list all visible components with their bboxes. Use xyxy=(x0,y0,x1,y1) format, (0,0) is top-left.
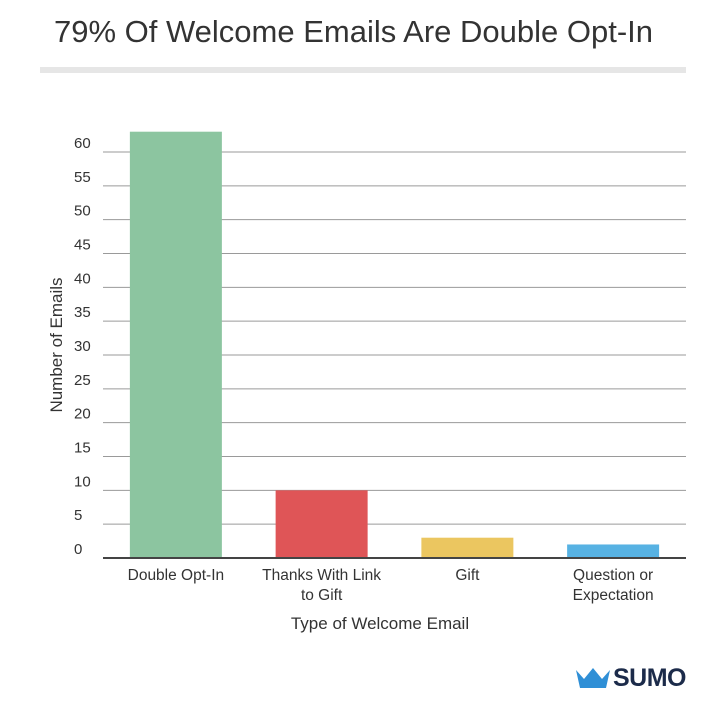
y-tick-label: 5 xyxy=(74,507,82,524)
y-tick-label: 45 xyxy=(74,237,91,254)
logo-text: SUMO xyxy=(613,663,687,692)
bar xyxy=(421,537,514,558)
x-tick-label: Double Opt-In xyxy=(128,567,225,584)
crown-icon xyxy=(576,668,610,688)
y-tick-label: 40 xyxy=(74,270,91,287)
x-axis-title: Type of Welcome Email xyxy=(291,614,469,633)
y-tick-label: 20 xyxy=(74,406,91,423)
y-tick-label: 35 xyxy=(74,304,91,321)
x-tick-label: Expectation xyxy=(573,587,654,604)
bar xyxy=(275,490,368,558)
y-tick-label: 10 xyxy=(74,473,91,490)
title-divider xyxy=(40,67,686,73)
y-tick-label: 55 xyxy=(74,169,91,186)
y-tick-label: 60 xyxy=(74,135,91,152)
bar xyxy=(567,544,660,558)
bar xyxy=(129,131,222,558)
y-axis-title: Number of Emails xyxy=(47,277,66,412)
chart-title: 79% Of Welcome Emails Are Double Opt-In xyxy=(53,14,653,49)
x-tick-label: Thanks With Link xyxy=(262,567,381,584)
y-tick-label: 15 xyxy=(74,440,91,457)
x-tick-label: Gift xyxy=(455,567,480,584)
x-tick-label: to Gift xyxy=(301,587,343,604)
y-tick-label: 25 xyxy=(74,372,91,389)
x-tick-label: Question or xyxy=(573,567,653,584)
sumo-logo: SUMO xyxy=(575,663,687,693)
y-tick-label: 30 xyxy=(74,338,91,355)
y-tick-label: 0 xyxy=(74,541,82,558)
y-tick-label: 50 xyxy=(74,203,91,220)
